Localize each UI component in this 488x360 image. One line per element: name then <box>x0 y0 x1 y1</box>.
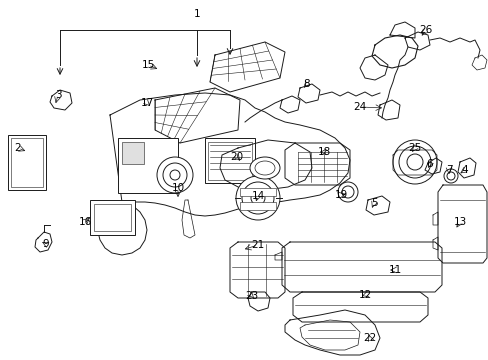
Polygon shape <box>365 196 389 215</box>
Text: 23: 23 <box>245 291 258 301</box>
Polygon shape <box>209 42 285 92</box>
Polygon shape <box>432 237 437 250</box>
Bar <box>94 204 131 231</box>
Polygon shape <box>392 150 436 175</box>
Text: 25: 25 <box>407 143 421 153</box>
Bar <box>118 138 178 193</box>
Text: 2: 2 <box>15 143 21 153</box>
Circle shape <box>242 182 273 214</box>
Circle shape <box>398 146 430 178</box>
Circle shape <box>341 186 353 198</box>
Bar <box>240 188 275 196</box>
Text: 10: 10 <box>171 183 184 193</box>
Text: 1: 1 <box>193 9 200 19</box>
Polygon shape <box>247 292 269 311</box>
Text: 24: 24 <box>353 102 366 112</box>
Text: 4: 4 <box>461 165 468 175</box>
Polygon shape <box>282 242 441 292</box>
Polygon shape <box>457 158 475 178</box>
Bar <box>122 142 143 164</box>
Ellipse shape <box>249 157 280 179</box>
Text: 6: 6 <box>426 159 432 169</box>
Polygon shape <box>220 140 311 190</box>
Polygon shape <box>285 310 379 355</box>
Polygon shape <box>98 93 349 255</box>
Polygon shape <box>371 35 417 68</box>
Polygon shape <box>292 292 427 322</box>
Text: 5: 5 <box>370 198 377 208</box>
Polygon shape <box>285 143 349 185</box>
Text: 15: 15 <box>141 60 154 70</box>
Circle shape <box>170 170 180 180</box>
Bar <box>8 135 46 190</box>
Text: 3: 3 <box>55 90 61 100</box>
Text: 19: 19 <box>334 190 347 200</box>
Text: 17: 17 <box>140 98 153 108</box>
Circle shape <box>392 140 436 184</box>
Text: 18: 18 <box>317 147 330 157</box>
Polygon shape <box>432 212 437 225</box>
Polygon shape <box>280 96 299 113</box>
Text: 26: 26 <box>419 25 432 35</box>
Text: 9: 9 <box>42 239 49 249</box>
Ellipse shape <box>254 161 274 175</box>
Polygon shape <box>389 22 414 38</box>
Circle shape <box>406 154 422 170</box>
Polygon shape <box>437 185 486 263</box>
Circle shape <box>157 157 193 193</box>
Circle shape <box>236 176 280 220</box>
Text: 7: 7 <box>445 165 451 175</box>
Polygon shape <box>377 100 399 120</box>
Text: 20: 20 <box>230 152 243 162</box>
Polygon shape <box>404 32 429 50</box>
Polygon shape <box>471 55 486 70</box>
Bar <box>90 200 135 235</box>
Circle shape <box>250 191 264 205</box>
Bar <box>11 138 43 187</box>
Circle shape <box>163 163 186 187</box>
Polygon shape <box>359 55 387 80</box>
Text: 11: 11 <box>387 265 401 275</box>
Polygon shape <box>274 252 282 260</box>
Text: 21: 21 <box>251 240 264 250</box>
Circle shape <box>443 169 457 183</box>
Circle shape <box>337 182 357 202</box>
Text: 12: 12 <box>358 290 371 300</box>
Circle shape <box>446 172 454 180</box>
Polygon shape <box>155 88 240 143</box>
Text: 8: 8 <box>303 79 310 89</box>
Polygon shape <box>297 84 319 103</box>
Polygon shape <box>229 242 285 298</box>
Polygon shape <box>35 232 52 252</box>
Text: 13: 13 <box>452 217 466 227</box>
Bar <box>204 138 254 183</box>
Polygon shape <box>299 320 359 350</box>
Polygon shape <box>182 200 195 238</box>
Bar <box>240 202 275 210</box>
Text: 22: 22 <box>363 333 376 343</box>
Bar <box>207 142 251 180</box>
Text: 14: 14 <box>251 191 264 201</box>
Text: 16: 16 <box>78 217 91 227</box>
Polygon shape <box>424 158 441 174</box>
Polygon shape <box>50 90 72 110</box>
